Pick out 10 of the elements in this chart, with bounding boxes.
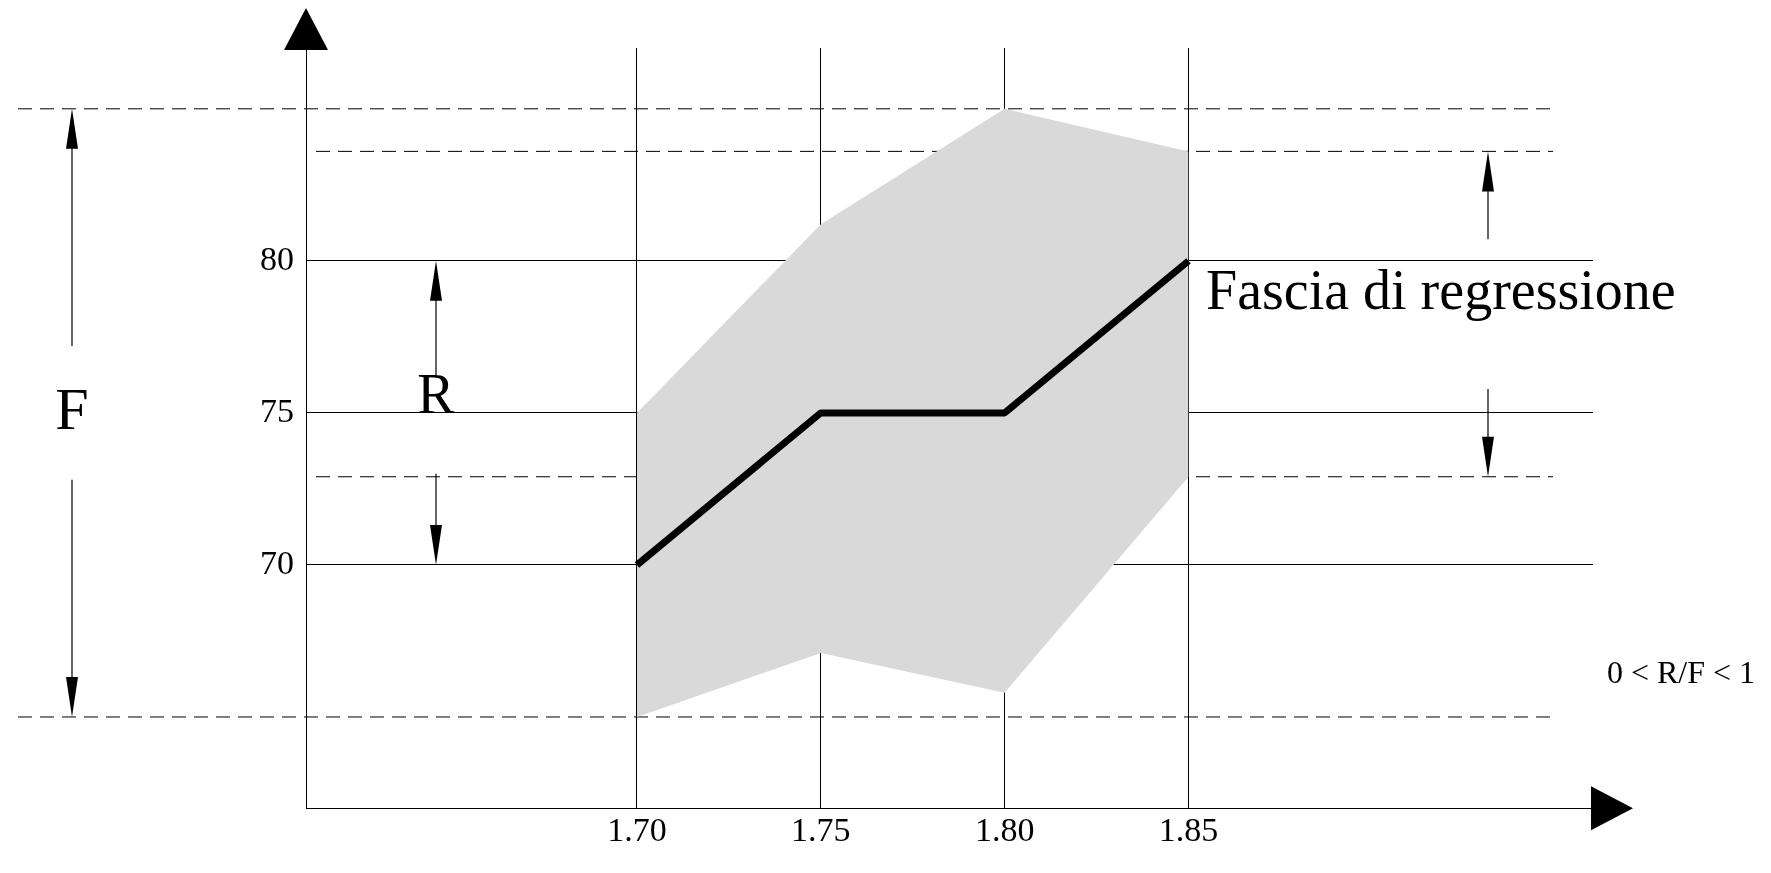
text: 0 < R/F < 1 [1606,654,1755,691]
text: F [55,375,89,442]
x-tick-label: 1.85 [1158,810,1219,848]
y-tick-label: 80 [260,239,294,277]
x-tick-label: 1.75 [791,810,851,848]
y-tick-label: 75 [260,391,294,429]
y-tick-label: 70 [260,543,294,581]
annotation: Fascia di regressione [1206,258,1676,321]
x-tick-label: 1.80 [974,810,1035,848]
x-tick-label: 1.70 [607,810,667,848]
